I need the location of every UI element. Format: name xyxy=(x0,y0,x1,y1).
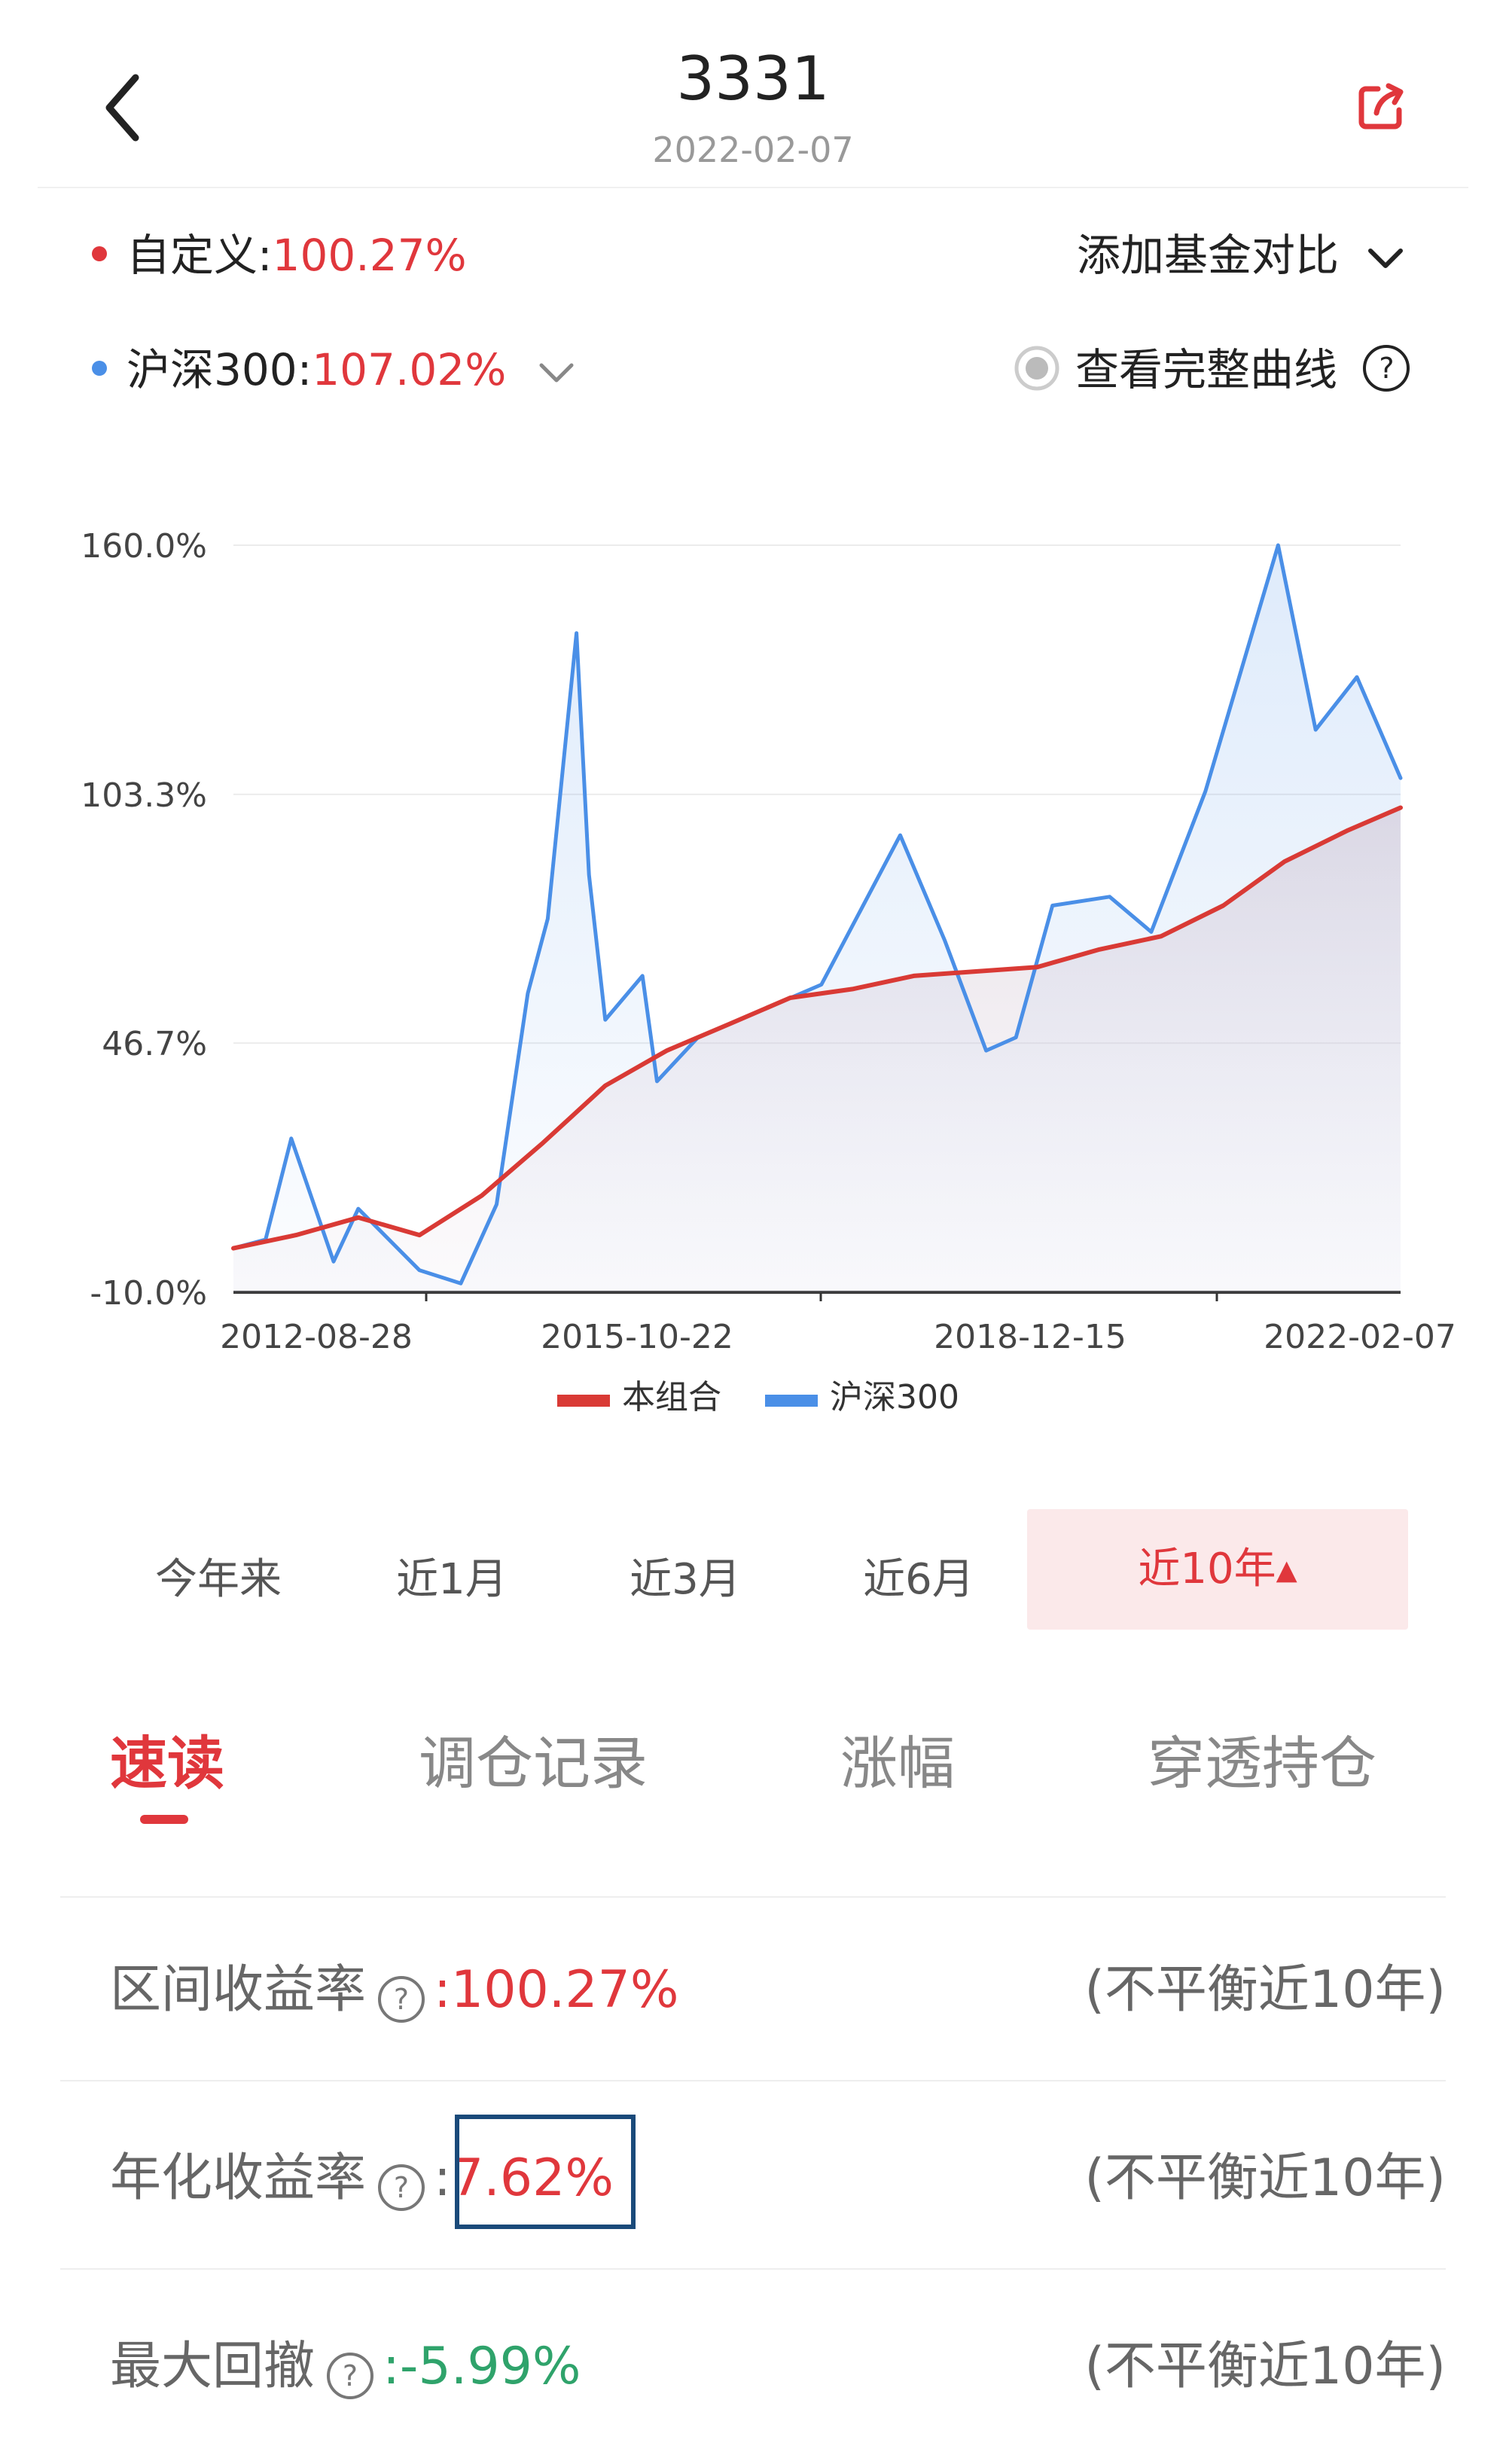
range-tab-label: 近1月 xyxy=(396,1555,508,1604)
range-tab-6m[interactable]: 近6月 xyxy=(813,1545,1024,1606)
divider xyxy=(60,2268,1446,2270)
range-tab-label: 近10年▴ xyxy=(1138,1545,1297,1593)
x-tick-label: 2022-02-07 xyxy=(1264,1318,1456,1356)
range-tab-ytd[interactable]: 今年来 xyxy=(113,1545,324,1606)
radio-icon xyxy=(1014,346,1059,391)
index-series-line xyxy=(231,543,1403,1285)
tab-indicator xyxy=(140,1815,188,1824)
stat-note: (不平衡近10年) xyxy=(1084,2148,1446,2208)
index-value: 107.02% xyxy=(312,344,507,395)
stat-row: 区间收益率?:100.27% xyxy=(110,1947,678,2027)
chevron-down-icon xyxy=(1368,248,1404,268)
tab-label: 穿透持仓 xyxy=(1148,1730,1376,1797)
return-chart: 160.0% 103.3% 46.7% -10.0% 2012-08-28 2015-10… xyxy=(81,527,1456,1416)
custom-value: 100.27% xyxy=(272,230,467,281)
blue-dot-icon xyxy=(92,360,107,376)
stat-note: (不平衡近10年) xyxy=(1084,2337,1446,2396)
x-tick-label: 2015-10-22 xyxy=(541,1318,733,1356)
stat-row: 年化收益率?:7.62% xyxy=(110,2136,614,2215)
y-tick-label: -10.0% xyxy=(90,1274,207,1313)
header-divider xyxy=(38,187,1468,188)
x-tick-label: 2012-08-28 xyxy=(220,1318,413,1356)
portfolio-series-line xyxy=(231,805,1403,1251)
highlight-box xyxy=(455,2115,636,2229)
add-compare-button[interactable]: 添加基金对比 xyxy=(1077,220,1407,283)
page-date: 2022-02-07 xyxy=(652,130,854,170)
range-tab-10y[interactable]: 近10年▴ xyxy=(1027,1509,1408,1630)
page-title: 3331 xyxy=(676,44,830,114)
y-tick-label: 160.0% xyxy=(81,527,207,566)
red-dot-icon xyxy=(92,245,107,261)
stat-note: (不平衡近10年) xyxy=(1084,1960,1446,2020)
stat-label: 年化收益率 xyxy=(110,2148,367,2208)
stat-row: 最大回撤?:-5.99% xyxy=(110,2324,581,2404)
add-compare-label: 添加基金对比 xyxy=(1077,230,1340,281)
legend-swatch-portfolio xyxy=(557,1395,610,1407)
custom-legend: 自定义:100.27% xyxy=(92,220,467,283)
stat-value: :100.27% xyxy=(434,1960,679,2020)
back-button[interactable] xyxy=(98,66,151,149)
tab-label: 涨幅 xyxy=(840,1730,955,1797)
help-icon[interactable]: ? xyxy=(378,1975,425,2023)
range-tab-label: 今年来 xyxy=(155,1555,282,1604)
chevron-left-icon xyxy=(105,74,139,142)
range-tab-label: 近6月 xyxy=(863,1555,974,1604)
help-icon[interactable]: ? xyxy=(378,2164,425,2211)
custom-label: 自定义: xyxy=(127,230,273,281)
stat-value: 7.62% xyxy=(450,2148,614,2208)
stat-label: 最大回撤 xyxy=(110,2337,316,2396)
divider xyxy=(60,2080,1446,2081)
range-tab-3m[interactable]: 近3月 xyxy=(580,1545,791,1606)
share-button[interactable] xyxy=(1355,80,1408,133)
tab-gains[interactable]: 涨幅 xyxy=(840,1717,955,1800)
legend-label-index: 沪深300 xyxy=(830,1378,959,1416)
help-icon[interactable]: ? xyxy=(327,2352,374,2399)
stat-prefix: : xyxy=(434,2148,451,2208)
tab-holdings[interactable]: 穿透持仓 xyxy=(1148,1717,1376,1800)
share-icon xyxy=(1358,83,1404,130)
legend-swatch-index xyxy=(765,1395,818,1407)
index-label: 沪深300: xyxy=(127,344,312,395)
tab-quick-read[interactable]: 速读 xyxy=(110,1717,224,1800)
y-tick-label: 46.7% xyxy=(102,1025,207,1063)
view-full-curve-label: 查看完整曲线 xyxy=(1075,344,1338,395)
chart-area: 160.0% 103.3% 46.7% -10.0% 2012-08-28 2015-10… xyxy=(0,512,1506,1431)
range-tab-label: 近3月 xyxy=(630,1555,741,1604)
portfolio-area xyxy=(233,807,1401,1292)
help-icon[interactable]: ? xyxy=(1363,344,1410,392)
divider xyxy=(60,1896,1446,1898)
stat-label: 区间收益率 xyxy=(110,1960,367,2020)
tab-rebalance-history[interactable]: 调仓记录 xyxy=(419,1717,648,1800)
x-tick-label: 2018-12-15 xyxy=(934,1318,1126,1356)
index-legend[interactable]: 沪深300:107.02% xyxy=(92,334,578,398)
view-full-curve-toggle[interactable]: 查看完整曲线 ? xyxy=(1014,334,1419,398)
chevron-down-icon xyxy=(539,363,574,383)
y-tick-label: 103.3% xyxy=(81,776,207,815)
tab-label: 调仓记录 xyxy=(419,1730,648,1797)
legend-label-portfolio: 本组合 xyxy=(622,1378,721,1416)
range-tab-1m[interactable]: 近1月 xyxy=(346,1545,557,1606)
stat-value: :-5.99% xyxy=(383,2337,581,2396)
tab-label: 速读 xyxy=(110,1730,224,1797)
